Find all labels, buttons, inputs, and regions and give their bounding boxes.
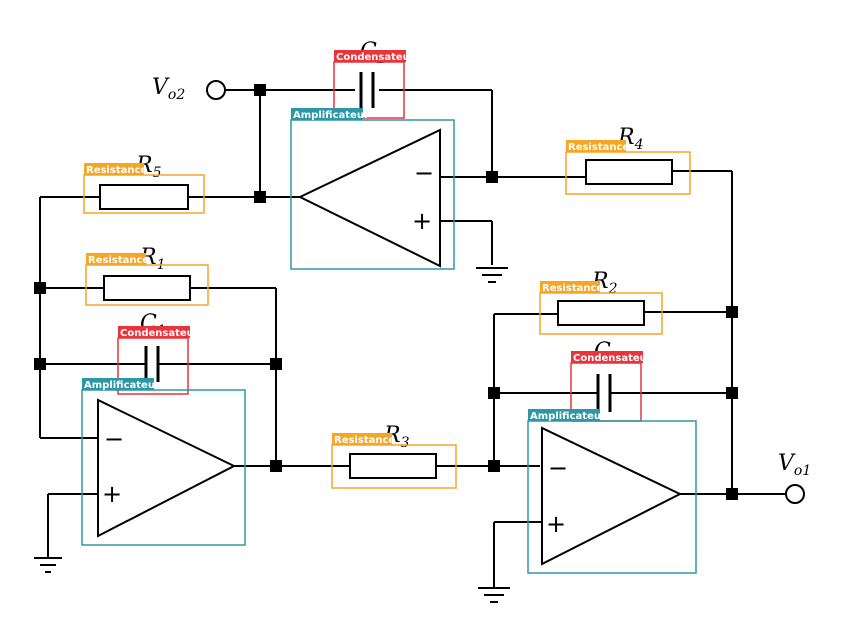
op-amp-3 [541,426,683,566]
ground-3 [478,587,510,603]
capacitor-c3 [596,374,612,412]
annotation-amplifier-1: Amplificateur [81,378,246,546]
svg-text:Resistance: Resistance [568,142,629,153]
op-amp-2 [297,128,441,268]
svg-text:Condensateur: Condensateur [120,328,199,339]
resistor-r2 [557,300,645,326]
terminal-vo2 [206,80,226,100]
resistor-r3 [349,453,437,479]
wires [39,89,786,588]
svg-text:Resistance: Resistance [334,435,395,446]
capacitor-c1 [144,346,160,382]
op-amp-1-plus: + [102,480,122,508]
annotation-capacitor-c3: Condensateur [570,351,652,422]
svg-text:Resistance: Resistance [542,283,603,294]
label-vo1: Vo1 [778,451,811,479]
op-amp-1-minus: − [104,425,124,453]
annotation-amplifier-3: Amplificateur [527,409,697,574]
annotation-resistor-r5: Resistance [83,163,205,214]
annotation-resistor-r1: Resistance [85,253,209,306]
svg-text:Condensateur: Condensateur [336,52,415,63]
svg-text:Amplificateur: Amplificateur [84,380,160,391]
terminal-vo1 [785,484,805,504]
svg-text:Resistance: Resistance [86,165,147,176]
label-vo2: Vo2 [152,75,185,103]
annotation-resistor-r3: Resistance [331,433,457,489]
annotation-resistor-r4: Resistance [565,140,691,195]
svg-text:Resistance: Resistance [88,255,149,266]
resistor-r4 [585,159,673,185]
svg-text:Amplificateur: Amplificateur [530,411,606,422]
ground-1 [34,557,62,573]
junction-nodes [34,84,738,500]
capacitor-c2 [359,72,375,108]
resistor-r5 [99,184,189,210]
op-amp-3-plus: + [546,510,566,538]
ground-2 [476,267,508,283]
svg-text:Condensateur: Condensateur [573,353,652,364]
annotation-capacitor-c1: Condensateur [117,326,199,395]
op-amp-2-plus: + [412,207,432,235]
op-amp-2-minus: − [414,159,434,187]
resistor-r1 [103,275,191,301]
op-amp-3-minus: − [548,454,568,482]
annotation-capacitor-c2: Condensateur [333,50,415,119]
svg-text:Amplificateur: Amplificateur [293,110,369,121]
annotation-resistor-r2: Resistance [539,281,663,335]
op-amp-1 [97,398,237,538]
annotation-amplifier-2: Amplificateur [290,108,455,270]
